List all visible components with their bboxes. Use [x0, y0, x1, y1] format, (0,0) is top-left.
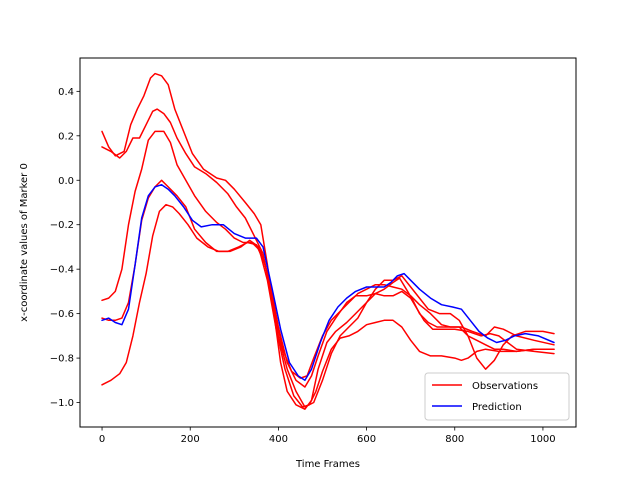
x-tick-label: 200 [181, 434, 200, 445]
x-tick-label: 600 [357, 434, 376, 445]
y-tick-label: 0.0 [58, 176, 74, 187]
prediction-line [101, 183, 555, 382]
observation-line-5 [101, 203, 555, 408]
observation-line-2 [101, 108, 555, 408]
x-tick-label: 1000 [530, 434, 555, 445]
x-axis-label: Time Frames [295, 459, 360, 470]
y-tick-label: −0.6 [50, 309, 74, 320]
plot-frame [79, 57, 577, 428]
y-axis-ticks: −1.0 −0.8 −0.6 −0.4 −0.2 0.0 0.2 0.4 [50, 87, 80, 409]
legend-label-observations: Observations [472, 381, 538, 392]
y-tick-label: −0.4 [50, 265, 74, 276]
observation-line-1 [101, 72, 555, 410]
x-tick-label: 0 [99, 434, 105, 445]
x-axis-ticks: 0 200 400 600 800 1000 [99, 427, 556, 445]
legend: Observations Prediction [424, 372, 570, 421]
series-lines [101, 72, 555, 410]
y-tick-label: 0.2 [58, 131, 74, 142]
y-tick-label: −1.0 [50, 398, 74, 409]
y-tick-label: 0.4 [58, 87, 74, 98]
x-tick-label: 800 [445, 434, 464, 445]
x-tick-label: 400 [269, 434, 288, 445]
legend-label-prediction: Prediction [472, 402, 522, 413]
observation-line-3 [101, 130, 555, 388]
observation-line-4 [101, 179, 555, 379]
y-axis-label: x-coordinate values of Marker 0 [19, 163, 30, 322]
y-tick-label: −0.8 [50, 354, 74, 365]
y-tick-label: −0.2 [50, 220, 74, 231]
